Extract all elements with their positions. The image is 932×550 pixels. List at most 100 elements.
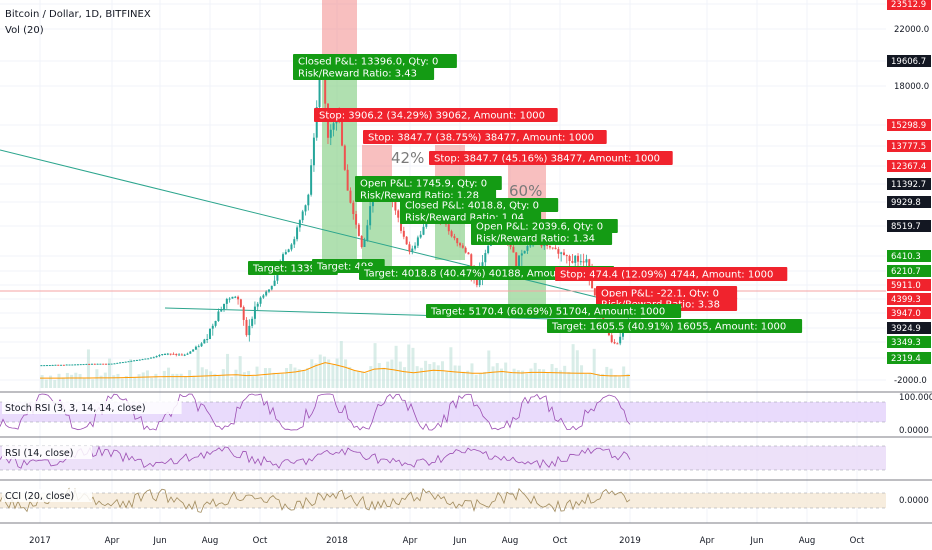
volume-bar-1	[44, 379, 48, 388]
volume-bar-17	[112, 375, 116, 388]
volume-bar-38	[200, 367, 204, 388]
trade-label-bg-open_pnl_3	[596, 286, 738, 300]
volume-bar-119	[542, 369, 546, 388]
candle-body-103	[329, 129, 332, 138]
trade-label-target_5: Target: 1605.5 (40.91%) 16055, Amount: 1…	[551, 322, 786, 333]
volume-bar-59	[289, 363, 293, 388]
price-tag-bg-0	[887, 0, 931, 10]
price-axis[interactable]: 23512.9 22000.0 19606.7 18000.0 15298.9 13777…	[886, 0, 932, 390]
volume-bar-104	[478, 373, 482, 388]
candle-body-47	[172, 353, 175, 355]
indicator-label-2: CCI (20, close)	[5, 491, 74, 502]
candle-body-171	[520, 253, 523, 256]
volume-bar-134	[605, 366, 609, 388]
price-tag-bg-19	[887, 352, 931, 364]
price-tag-8: 11392.7	[891, 180, 926, 190]
candle-body-116	[366, 225, 369, 241]
volume-bar-15	[103, 372, 107, 388]
candle-body-40	[152, 357, 155, 359]
time-tick-11: Apr	[700, 536, 715, 546]
candle-body-48	[175, 353, 178, 355]
volume-bar-16	[108, 358, 112, 388]
candle-body-24	[107, 363, 110, 365]
candle-body-16	[85, 363, 88, 365]
volume-bar-84	[394, 345, 398, 388]
candle-body-184	[557, 249, 560, 254]
volume-bar-7	[70, 374, 74, 388]
volume-bar-78	[369, 366, 373, 388]
candle-body-0	[40, 365, 43, 367]
volume-bar-29	[162, 370, 166, 388]
trade-label-closed_pnl_2: Closed P&L: 4018.8, Qty: 0	[405, 201, 539, 212]
volume-bar-13	[95, 369, 99, 388]
candle-body-55	[194, 346, 197, 350]
candle-body-191	[577, 255, 580, 262]
volume-bar-8	[74, 372, 78, 388]
volume-bar-28	[158, 378, 162, 388]
volume-bar-80	[377, 363, 381, 388]
candle-body-81	[267, 289, 270, 292]
trade-label-bg-open_pnl_2	[471, 219, 618, 233]
candle-body-107	[341, 118, 344, 146]
volume-bar-125	[567, 371, 571, 388]
volume-bar-63	[306, 367, 310, 388]
volume-bar-3	[53, 379, 57, 388]
candle-body-174	[529, 245, 532, 247]
price-tag-bg-18	[887, 336, 931, 348]
trade-label-target_2: Target: 498	[316, 262, 374, 273]
candle-body-69	[234, 296, 237, 298]
price-tag-bg-14	[887, 279, 931, 291]
candle-body-189	[571, 260, 574, 263]
candle-body-30	[124, 361, 127, 363]
volume-bar-70	[335, 358, 339, 388]
candle-body-186	[562, 252, 565, 256]
volume-bar-103	[474, 374, 478, 388]
time-tick-2: Jun	[152, 536, 166, 546]
volume-bar-5	[61, 377, 65, 388]
candle-body-52	[186, 353, 189, 355]
candle-body-90	[293, 239, 296, 245]
time-axis[interactable]: 2017 Apr Jun Aug Oct 2018 Apr Jun Aug Oct 2019 Apr J…	[29, 536, 865, 546]
candle-body-159	[487, 245, 490, 254]
candle-body-167	[509, 243, 512, 247]
trade-label-bg-target_3	[359, 266, 615, 280]
candle-body-18	[90, 363, 93, 365]
candle-body-46	[169, 353, 172, 355]
trade-label-bg-stop_3	[429, 151, 673, 165]
trade-label-bg-stop_1	[314, 108, 558, 122]
price-tag-bg-12	[887, 250, 931, 262]
volume-bar-2	[49, 375, 53, 388]
price-tag-16: 3947.0	[891, 309, 921, 319]
volume-bar-21	[129, 359, 133, 388]
volume-bar-136	[613, 375, 617, 388]
candle-body-22	[102, 363, 105, 365]
volume-bar-11	[86, 349, 90, 388]
candle-body-104	[332, 123, 335, 130]
volume-bar-76	[360, 371, 364, 388]
candle-body-51	[183, 354, 186, 356]
candle-body-133	[414, 245, 417, 249]
volume-bar-109	[499, 368, 503, 388]
candle-body-45	[166, 353, 169, 355]
panel-band-2	[0, 493, 886, 508]
volume-bar-12	[91, 379, 95, 388]
candle-body-39	[149, 357, 152, 359]
volume-bar-93	[432, 362, 436, 388]
candle-body-183	[554, 247, 557, 250]
trade-label-stop_4: Stop: 474.4 (12.09%) 4744, Amount: 1000	[560, 270, 773, 281]
candle-body-67	[228, 298, 231, 300]
volume-bar-120	[546, 372, 550, 388]
candle-body-3	[48, 365, 51, 367]
volume-bar-101	[466, 370, 470, 388]
trade-label-bg-closed_pnl_2	[400, 198, 559, 212]
volume-bar-20	[124, 375, 128, 388]
time-tick-3: Aug	[202, 536, 219, 546]
trade-label-bg-rr_4	[471, 231, 613, 245]
candle-body-87	[284, 252, 287, 255]
time-tick-0: 2017	[29, 536, 51, 546]
candle-body-7	[60, 364, 63, 366]
candle-body-181	[548, 246, 551, 248]
volume-bar-81	[381, 367, 385, 388]
candle-body-168	[512, 246, 515, 253]
